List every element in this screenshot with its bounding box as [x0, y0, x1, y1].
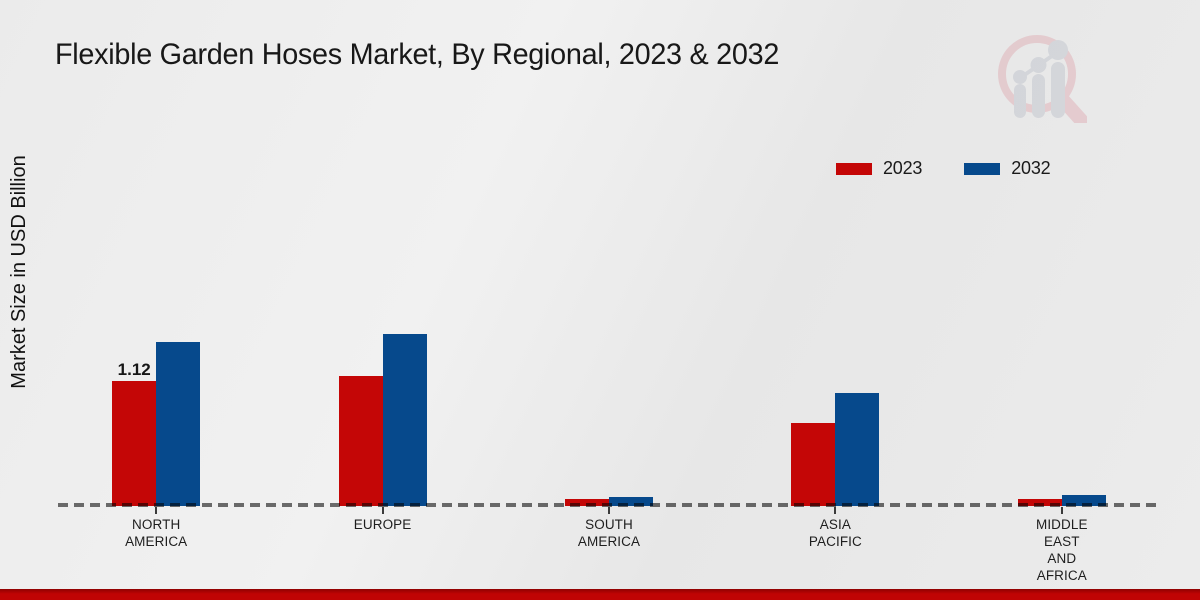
- bar-2032-region-4: [1061, 494, 1106, 506]
- x-axis-tick: [381, 507, 384, 514]
- y-axis-label: Market Size in USD Billion: [8, 155, 30, 389]
- legend-item-2032: 2032: [964, 158, 1051, 179]
- plot-area: NORTH AMERICA EUROPE SOUTH AMERICA ASIA PAC…: [43, 120, 1175, 583]
- bar-2023-region-0: [112, 380, 157, 506]
- bar-value-label: 1.12: [117, 359, 151, 379]
- bar-2023-region-2: [565, 499, 609, 506]
- legend-swatch-2023: [836, 162, 872, 175]
- x-axis-category-label: SOUTH AMERICA: [577, 517, 641, 549]
- x-axis-tick: [834, 507, 837, 514]
- x-axis-category-label: ASIA PACIFIC: [808, 517, 862, 549]
- x-axis-baseline: [58, 503, 1158, 507]
- x-axis-category-label: EUROPE: [353, 517, 412, 532]
- x-axis-category-label: NORTH AMERICA: [125, 517, 188, 549]
- x-axis-category-label: MIDDLE EAST AND AFRICA: [1035, 517, 1088, 583]
- bar-2032-region-1: [382, 333, 427, 506]
- chart-title: Flexible Garden Hoses Market, By Regiona…: [55, 38, 780, 71]
- x-axis-tick: [608, 507, 610, 514]
- magnifier-growth-chart-logo-icon: [992, 28, 1088, 127]
- legend-item-2023: 2023: [836, 158, 922, 179]
- legend-label-2023: 2023: [883, 158, 923, 178]
- footer-accent-bar: [0, 589, 1200, 600]
- x-axis-tick: [1060, 507, 1063, 514]
- bar-2023-region-4: [1017, 499, 1062, 506]
- x-axis-tick: [155, 507, 158, 514]
- bar-2032-region-0: [156, 342, 201, 506]
- legend: 2023 2032: [836, 158, 1051, 179]
- bar-2023-region-3: [791, 423, 836, 506]
- bar-2023-region-1: [338, 376, 383, 506]
- bar-2032-region-3: [835, 392, 880, 506]
- legend-label-2032: 2032: [1011, 158, 1051, 178]
- legend-swatch-2032: [964, 162, 1001, 175]
- bar-2032-region-2: [609, 497, 653, 506]
